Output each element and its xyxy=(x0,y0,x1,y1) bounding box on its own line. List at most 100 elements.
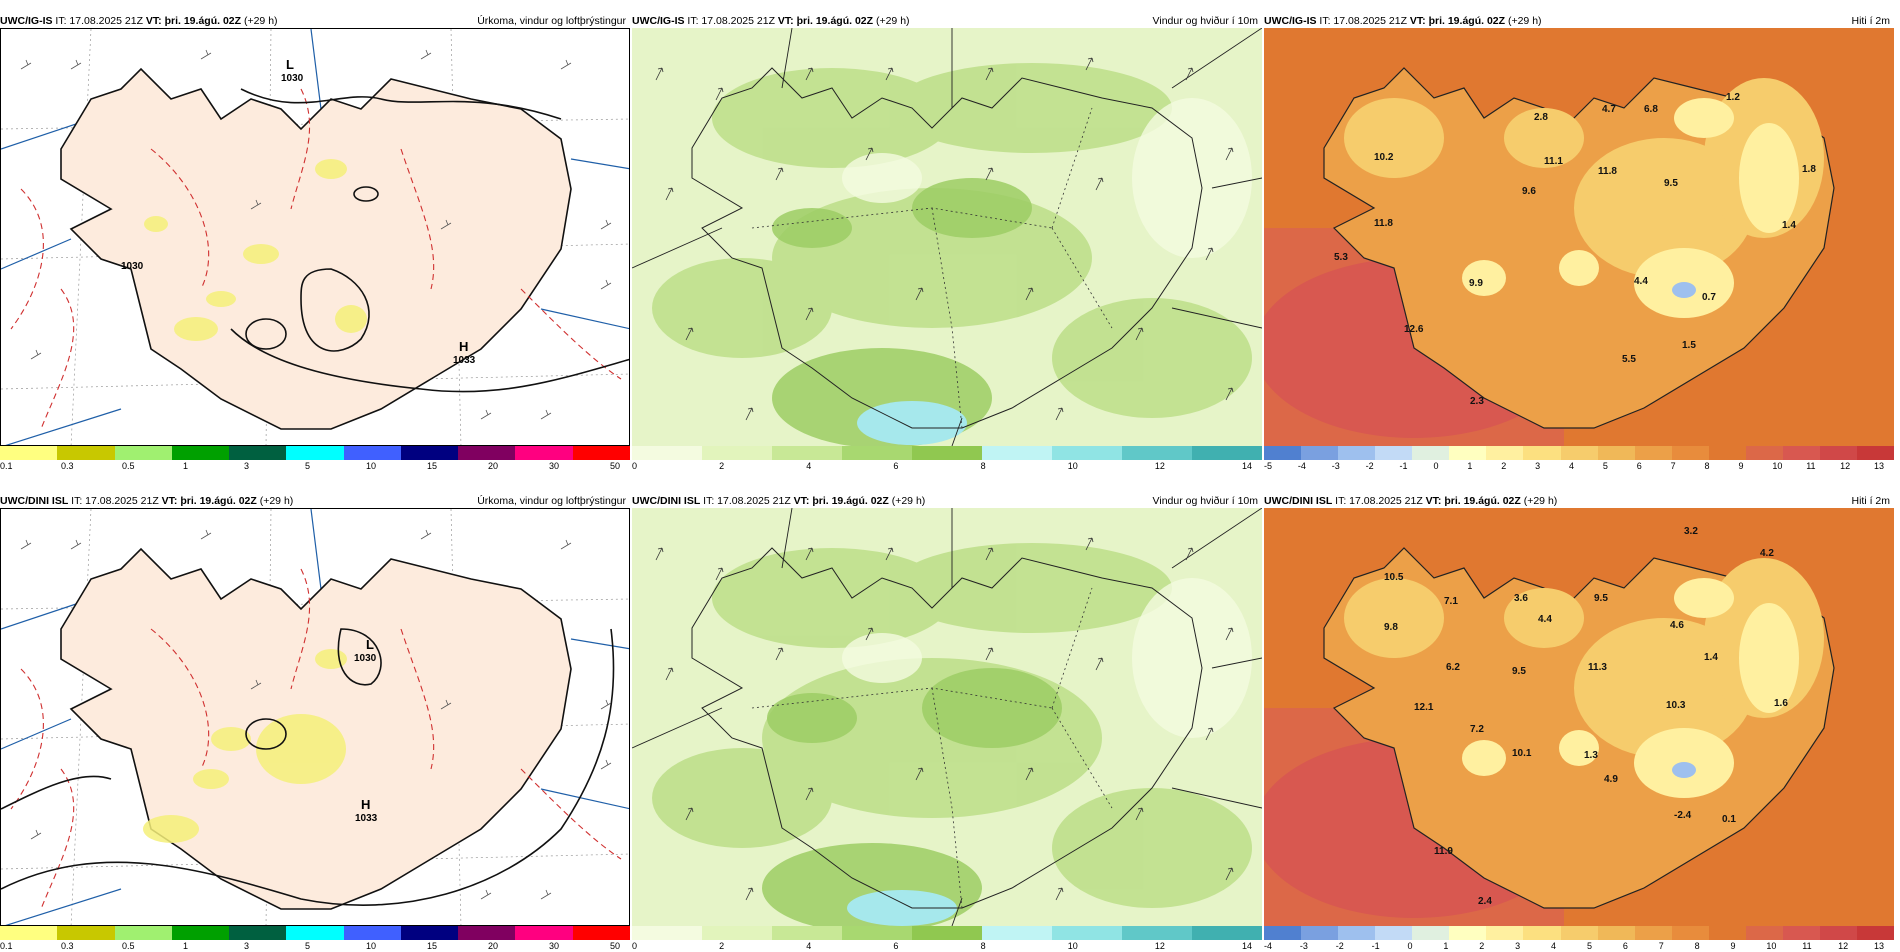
colorbar-swatch xyxy=(57,446,115,460)
colorbar-tick-label: 10 xyxy=(366,941,377,951)
temperature-label: 1.5 xyxy=(1682,340,1696,351)
temperature-label: 6.2 xyxy=(1446,662,1460,673)
colorbar-tick-label: 14 xyxy=(1242,941,1253,951)
colorbar-tick-label: 1 xyxy=(183,941,189,951)
colorbar-swatch xyxy=(912,446,982,460)
temperature-label: 12.6 xyxy=(1404,324,1424,335)
colorbar-tick-label: -4 xyxy=(1297,461,1306,471)
temperature-label: -2.4 xyxy=(1674,810,1692,821)
temperature-label: 10.5 xyxy=(1384,572,1404,583)
colorbar-tick-label: 0 xyxy=(1433,461,1439,471)
temperature-label: 10.2 xyxy=(1374,152,1394,163)
vt-label: VT: xyxy=(793,495,810,507)
colorbar-swatch xyxy=(1634,926,1672,940)
colorbar-swatch xyxy=(1301,446,1339,460)
colorbar-swatch xyxy=(458,446,516,460)
colorbar-tick-label: 15 xyxy=(427,461,438,471)
colorbar-swatch xyxy=(572,926,630,940)
vt-label: VT: xyxy=(145,15,162,27)
colorbar-tick-label: 6 xyxy=(893,941,899,951)
colorbar-tick-label: 0.3 xyxy=(61,461,74,471)
colorbar-tick-label: -5 xyxy=(1264,461,1273,471)
precip-map[interactable]: L 1030 H 1033 xyxy=(0,508,630,926)
colorbar-tick-label: 1 xyxy=(1443,941,1449,951)
colorbar-swatch xyxy=(1264,926,1302,940)
colorbar-swatch xyxy=(772,926,842,940)
panel-title: Vindur og hviður í 10m xyxy=(1152,15,1258,27)
colorbar-swatch xyxy=(702,926,772,940)
temperature-label: 5.5 xyxy=(1622,354,1636,365)
colorbar-swatch xyxy=(1192,926,1262,940)
colorbar-swatch xyxy=(286,446,344,460)
temperature-label: 11.9 xyxy=(1434,846,1453,857)
colorbar-tick-label: 3 xyxy=(1515,941,1521,951)
colorbar-swatch xyxy=(1634,446,1672,460)
lead-time: (+29 h) xyxy=(1523,495,1558,507)
wind-colorbar xyxy=(632,926,1262,940)
temperature-label: 0.7 xyxy=(1702,292,1716,303)
temperature-label: 7.1 xyxy=(1444,596,1458,607)
colorbar-tick-label: 12 xyxy=(1154,461,1165,471)
temperature-label: 9.8 xyxy=(1384,622,1398,633)
colorbar-swatch xyxy=(1597,926,1635,940)
colorbar-tick-label: 0 xyxy=(1407,941,1413,951)
colorbar-swatch xyxy=(515,446,573,460)
colorbar-tick-label: 10 xyxy=(1766,941,1777,951)
colorbar-tick-label: 8 xyxy=(1694,941,1700,951)
wind-colorbar xyxy=(632,446,1262,460)
model-name: UWC/IG-IS xyxy=(0,15,53,27)
colorbar-tick-label: 12 xyxy=(1838,941,1849,951)
colorbar-tick-label: -2 xyxy=(1335,941,1344,951)
colorbar-tick-label: -1 xyxy=(1371,941,1380,951)
colorbar-swatch xyxy=(458,926,516,940)
colorbar-tick-label: 30 xyxy=(549,941,560,951)
temperature-label: 1.2 xyxy=(1726,92,1740,103)
temperature-label: 5.3 xyxy=(1334,252,1348,263)
colorbar-swatch xyxy=(1264,446,1302,460)
colorbar-tick-label: 4 xyxy=(806,941,812,951)
colorbar-swatch xyxy=(1523,926,1561,940)
colorbar-swatch xyxy=(842,926,912,940)
high-pressure-label: H xyxy=(459,339,468,354)
low-pressure-label: L xyxy=(286,57,294,72)
colorbar-tick-label: 3 xyxy=(1535,461,1541,471)
wind-map[interactable] xyxy=(632,28,1262,446)
isobar-label: 1033 xyxy=(355,813,378,824)
colorbar-swatch xyxy=(1192,446,1262,460)
temperature-label: 9.6 xyxy=(1522,186,1536,197)
colorbar-swatch xyxy=(1597,446,1635,460)
colorbar-tick-label: 3 xyxy=(244,941,250,951)
precip-map[interactable]: L 1030 1030 H 1033 xyxy=(0,28,630,446)
colorbar-swatch xyxy=(1671,446,1709,460)
temp-map[interactable]: 3.2 4.2 10.5 7.1 3.6 9.5 4.4 4.6 9.8 1.4 6.2 9.5 11.… xyxy=(1264,508,1894,926)
temperature-label: 10.3 xyxy=(1666,700,1686,711)
temperature-label: 4.6 xyxy=(1670,620,1684,631)
colorbar-swatch xyxy=(515,926,573,940)
colorbar-tick-label: 0.3 xyxy=(61,941,74,951)
valid-time: þri. 19.ágú. 02Z xyxy=(812,495,889,507)
colorbar-tick-label: 2 xyxy=(1501,461,1507,471)
colorbar-tick-label: 7 xyxy=(1658,941,1664,951)
temperature-label: 10.1 xyxy=(1512,748,1532,759)
isobar-label: 1030 xyxy=(354,653,377,664)
colorbar-swatch xyxy=(982,446,1052,460)
colorbar-swatch xyxy=(400,446,459,460)
colorbar-tick-label: 0 xyxy=(632,461,638,471)
colorbar-swatch xyxy=(1375,446,1413,460)
colorbar-tick-label: 5 xyxy=(1586,941,1592,951)
temp-map[interactable]: 2.8 10.2 4.7 6.8 1.2 11.1 11.8 9.6 9.5 1.8 11.8 5.3… xyxy=(1264,28,1894,446)
panel-header: UWC/IG-IS IT: 17.08.2025 21Z VT: þri. 19… xyxy=(632,14,910,28)
colorbar-swatch xyxy=(772,446,842,460)
colorbar-tick-label: -1 xyxy=(1399,461,1408,471)
colorbar-swatch xyxy=(1122,926,1192,940)
valid-time: þri. 19.ágú. 02Z xyxy=(796,15,874,27)
precip-colorbar-ticks: 0.1 0.3 0.5 1 3 5 10 15 20 30 50 xyxy=(0,460,630,472)
colorbar-swatch xyxy=(1375,926,1413,940)
temperature-label: 2.4 xyxy=(1478,896,1492,907)
colorbar-swatch xyxy=(229,446,287,460)
wind-map[interactable] xyxy=(632,508,1262,926)
panel-title: Hiti í 2m xyxy=(1851,15,1890,27)
lead-time: (+29 h) xyxy=(891,495,926,507)
temperature-label: 4.7 xyxy=(1602,104,1616,115)
colorbar-tick-label: 2 xyxy=(719,461,725,471)
